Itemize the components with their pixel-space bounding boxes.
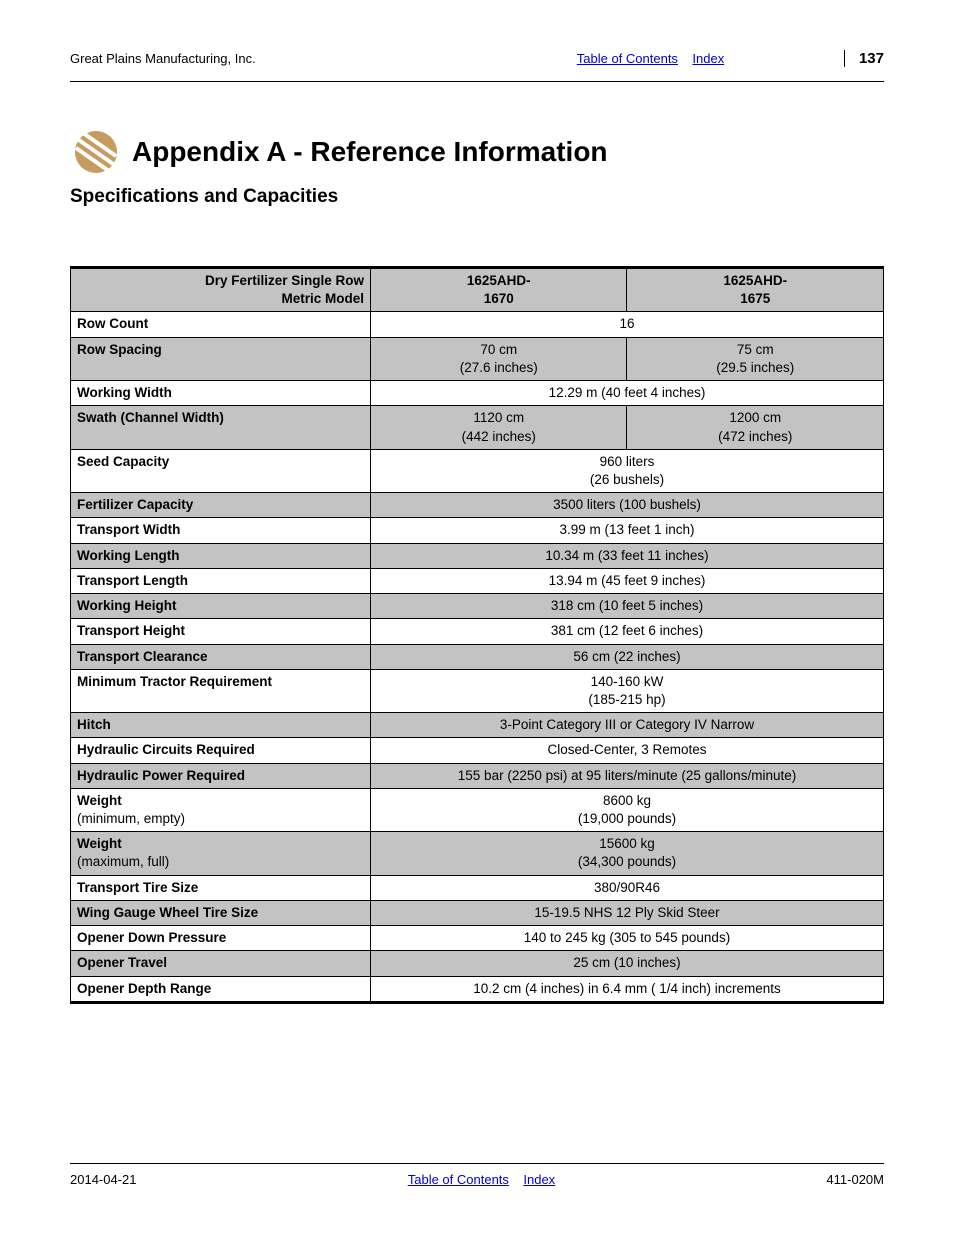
table-row: Minimum Tractor Requirement140-160 kW(18… bbox=[71, 669, 884, 712]
row-label: Weight(maximum, full) bbox=[71, 832, 371, 875]
row-label: Fertilizer Capacity bbox=[71, 493, 371, 518]
row-label: Transport Clearance bbox=[71, 644, 371, 669]
table-row: Hitch3-Point Category III or Category IV… bbox=[71, 713, 884, 738]
row-label: Hydraulic Power Required bbox=[71, 763, 371, 788]
row-label: Working Length bbox=[71, 543, 371, 568]
table-row: Wing Gauge Wheel Tire Size15-19.5 NHS 12… bbox=[71, 900, 884, 925]
table-row: Swath (Channel Width)1120 cm(442 inches)… bbox=[71, 406, 884, 449]
row-label: Seed Capacity bbox=[71, 449, 371, 492]
table-row: Seed Capacity960 liters(26 bushels) bbox=[71, 449, 884, 492]
title-row: Appendix A - Reference Information bbox=[70, 130, 884, 174]
row-value-2: 1200 cm(472 inches) bbox=[627, 406, 884, 449]
footer-doc-id: 411-020M bbox=[826, 1172, 884, 1187]
table-row: Working Width12.29 m (40 feet 4 inches) bbox=[71, 381, 884, 406]
row-label: Hydraulic Circuits Required bbox=[71, 738, 371, 763]
footer-links: Table of Contents Index bbox=[137, 1172, 827, 1187]
row-value-2: 75 cm(29.5 inches) bbox=[627, 337, 884, 380]
row-value: 10.2 cm (4 inches) in 6.4 mm ( 1/4 inch)… bbox=[371, 976, 884, 1002]
table-row: Weight(minimum, empty)8600 kg(19,000 pou… bbox=[71, 788, 884, 831]
table-header-row: Dry Fertilizer Single Row Metric Model 1… bbox=[71, 268, 884, 312]
header-col2: 1625AHD- 1675 bbox=[627, 268, 884, 312]
row-label: Transport Width bbox=[71, 518, 371, 543]
row-value: 56 cm (22 inches) bbox=[371, 644, 884, 669]
row-value: 15-19.5 NHS 12 Ply Skid Steer bbox=[371, 900, 884, 925]
row-label: Transport Height bbox=[71, 619, 371, 644]
row-label: Opener Down Pressure bbox=[71, 926, 371, 951]
row-value: 155 bar (2250 psi) at 95 liters/minute (… bbox=[371, 763, 884, 788]
row-label: Transport Length bbox=[71, 568, 371, 593]
row-label: Minimum Tractor Requirement bbox=[71, 669, 371, 712]
table-row: Hydraulic Power Required155 bar (2250 ps… bbox=[71, 763, 884, 788]
header-label: Dry Fertilizer Single Row Metric Model bbox=[71, 268, 371, 312]
table-row: Working Length10.34 m (33 feet 11 inches… bbox=[71, 543, 884, 568]
row-value: 140-160 kW(185-215 hp) bbox=[371, 669, 884, 712]
page-title: Appendix A - Reference Information bbox=[132, 136, 608, 168]
row-value: 12.29 m (40 feet 4 inches) bbox=[371, 381, 884, 406]
row-value: 381 cm (12 feet 6 inches) bbox=[371, 619, 884, 644]
table-row: Opener Down Pressure140 to 245 kg (305 t… bbox=[71, 926, 884, 951]
row-value: 16 bbox=[371, 312, 884, 337]
row-value: 8600 kg(19,000 pounds) bbox=[371, 788, 884, 831]
row-value: 3500 liters (100 bushels) bbox=[371, 493, 884, 518]
header-col1: 1625AHD- 1670 bbox=[371, 268, 627, 312]
row-value: 15600 kg(34,300 pounds) bbox=[371, 832, 884, 875]
table-row: Opener Depth Range10.2 cm (4 inches) in … bbox=[71, 976, 884, 1002]
footer-toc-link[interactable]: Table of Contents bbox=[408, 1172, 509, 1187]
row-value: 140 to 245 kg (305 to 545 pounds) bbox=[371, 926, 884, 951]
toc-link[interactable]: Table of Contents bbox=[577, 51, 678, 66]
page-header: Great Plains Manufacturing, Inc. Table o… bbox=[70, 50, 884, 82]
table-row: Row Spacing70 cm(27.6 inches)75 cm(29.5 … bbox=[71, 337, 884, 380]
table-row: Fertilizer Capacity3500 liters (100 bush… bbox=[71, 493, 884, 518]
row-label: Working Width bbox=[71, 381, 371, 406]
company-logo-icon bbox=[70, 130, 122, 174]
table-row: Weight(maximum, full)15600 kg(34,300 pou… bbox=[71, 832, 884, 875]
table-row: Working Height318 cm (10 feet 5 inches) bbox=[71, 594, 884, 619]
table-row: Transport Tire Size380/90R46 bbox=[71, 875, 884, 900]
footer-index-link[interactable]: Index bbox=[523, 1172, 555, 1187]
header-links: Table of Contents Index bbox=[457, 51, 844, 66]
specifications-table: Dry Fertilizer Single Row Metric Model 1… bbox=[70, 266, 884, 1004]
section-title: Specifications and Capacities bbox=[70, 186, 884, 208]
row-value-1: 1120 cm(442 inches) bbox=[371, 406, 627, 449]
row-value: 10.34 m (33 feet 11 inches) bbox=[371, 543, 884, 568]
index-link[interactable]: Index bbox=[692, 51, 724, 66]
page-number: 137 bbox=[844, 50, 884, 67]
row-label: Working Height bbox=[71, 594, 371, 619]
row-label: Transport Tire Size bbox=[71, 875, 371, 900]
page-footer: 2014-04-21 Table of Contents Index 411-0… bbox=[70, 1163, 884, 1187]
row-label: Row Count bbox=[71, 312, 371, 337]
table-row: Row Count16 bbox=[71, 312, 884, 337]
row-value: 13.94 m (45 feet 9 inches) bbox=[371, 568, 884, 593]
table-row: Hydraulic Circuits RequiredClosed-Center… bbox=[71, 738, 884, 763]
header-company: Great Plains Manufacturing, Inc. bbox=[70, 51, 457, 66]
row-value: Closed-Center, 3 Remotes bbox=[371, 738, 884, 763]
row-label: Wing Gauge Wheel Tire Size bbox=[71, 900, 371, 925]
row-label: Row Spacing bbox=[71, 337, 371, 380]
table-row: Transport Height381 cm (12 feet 6 inches… bbox=[71, 619, 884, 644]
row-label: Hitch bbox=[71, 713, 371, 738]
table-row: Transport Clearance56 cm (22 inches) bbox=[71, 644, 884, 669]
row-label: Weight(minimum, empty) bbox=[71, 788, 371, 831]
table-row: Transport Width3.99 m (13 feet 1 inch) bbox=[71, 518, 884, 543]
row-label: Swath (Channel Width) bbox=[71, 406, 371, 449]
row-value: 960 liters(26 bushels) bbox=[371, 449, 884, 492]
table-row: Transport Length13.94 m (45 feet 9 inche… bbox=[71, 568, 884, 593]
row-value: 380/90R46 bbox=[371, 875, 884, 900]
row-label: Opener Travel bbox=[71, 951, 371, 976]
row-value: 3-Point Category III or Category IV Narr… bbox=[371, 713, 884, 738]
row-value: 3.99 m (13 feet 1 inch) bbox=[371, 518, 884, 543]
row-value: 318 cm (10 feet 5 inches) bbox=[371, 594, 884, 619]
footer-date: 2014-04-21 bbox=[70, 1172, 137, 1187]
table-row: Opener Travel25 cm (10 inches) bbox=[71, 951, 884, 976]
row-value: 25 cm (10 inches) bbox=[371, 951, 884, 976]
row-label: Opener Depth Range bbox=[71, 976, 371, 1002]
row-value-1: 70 cm(27.6 inches) bbox=[371, 337, 627, 380]
